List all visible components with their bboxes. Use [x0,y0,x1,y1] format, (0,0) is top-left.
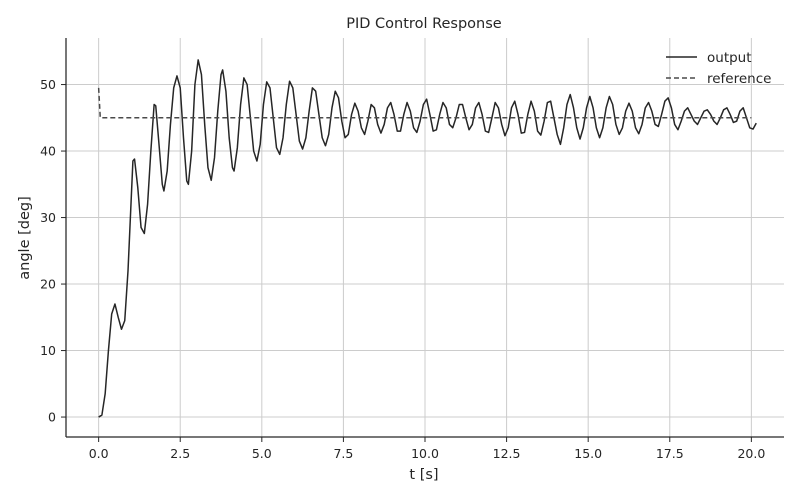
x-tick-label: 10.0 [411,446,439,461]
y-axis-label: angle [deg] [17,196,33,279]
y-tick-label: 0 [48,410,56,425]
x-tick-label: 12.5 [493,446,521,461]
series-line-output [98,59,757,418]
x-tick-label: 0.0 [89,446,109,461]
series-layer [97,59,757,418]
grid [66,38,784,437]
x-axis-label: t [s] [409,467,438,483]
x-tick-label: 7.5 [333,446,353,461]
y-tick-label: 10 [40,343,56,358]
legend: output reference [666,50,771,87]
chart-title: PID Control Response [346,16,502,32]
legend-label-reference: reference [707,71,771,87]
y-tick-label: 20 [40,277,56,292]
x-tick-label: 15.0 [574,446,602,461]
ticks: 0.0 2.5 5.0 7.5 10.0 12.5 15.0 17.5 20.0 0 10 20 30 4… [40,77,765,461]
y-tick-label: 30 [40,210,56,225]
series-line-reference [97,87,752,119]
y-tick-label: 50 [40,77,56,92]
legend-label-output: output [707,50,752,66]
y-tick-label: 40 [40,144,56,159]
x-tick-label: 20.0 [737,446,765,461]
x-tick-label: 17.5 [656,446,684,461]
x-tick-label: 2.5 [170,446,190,461]
x-tick-label: 5.0 [252,446,272,461]
